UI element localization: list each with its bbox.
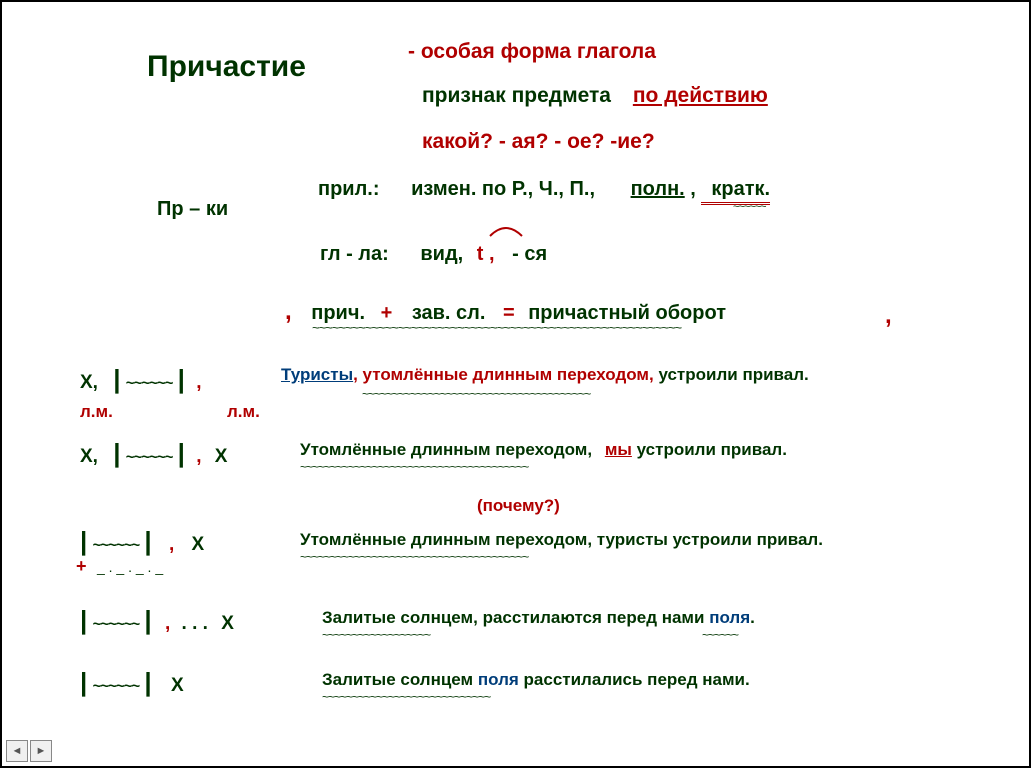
wavy-2: ~~~~~~~~~~~~~~~~~~~~~~~~~~~~~~~~~~~~~~ xyxy=(300,460,528,474)
s2-c: устроили привал. xyxy=(632,440,787,459)
turisty: Туристы xyxy=(281,365,353,384)
schema-1: X, | ~~~~~~ | , xyxy=(80,364,201,395)
nav-prev-button[interactable]: ◄ xyxy=(6,740,28,762)
bar: | xyxy=(178,438,185,468)
comma: , xyxy=(196,446,201,467)
comma: , xyxy=(169,534,174,555)
sya: - ся xyxy=(512,243,547,265)
comma-end: , xyxy=(885,302,892,330)
x: X xyxy=(221,613,234,634)
title: Причастие xyxy=(147,50,306,84)
poln-wavy: ~~~~~~ xyxy=(733,201,766,213)
priznak: признак предмета xyxy=(422,84,611,107)
s1-end: устроили привал. xyxy=(654,365,809,384)
bar: | xyxy=(144,605,151,635)
pr-ki-label: Пр – ки xyxy=(157,198,228,221)
plus-icon: + xyxy=(76,556,87,576)
bar: | xyxy=(80,605,87,635)
schema-2: X, | ~~~~~~ | , X xyxy=(80,438,227,469)
bar: | xyxy=(178,364,185,394)
comma: , xyxy=(285,298,292,325)
s4-d: . xyxy=(750,608,755,627)
comma: , xyxy=(165,613,170,634)
x: X, xyxy=(80,446,98,467)
wavy-5a: ~~~~~~~~~~~~~~~~~~~~~~~~~~~~ xyxy=(322,690,490,704)
schema-3b: + _ . _ . _ . _ xyxy=(76,556,163,577)
wave: ~~~~~~ xyxy=(93,537,140,554)
pril-label: прил.: xyxy=(318,178,380,200)
vid: вид, xyxy=(420,243,463,265)
t: t , xyxy=(477,243,495,265)
lm-2: л.м. xyxy=(227,402,260,422)
my: мы xyxy=(605,440,632,459)
s2-a: Утомлённые длинным переходом, xyxy=(300,440,592,459)
poln-comma: , xyxy=(690,178,696,200)
x: X xyxy=(171,675,184,696)
bar: | xyxy=(80,667,87,697)
wave: ~~~~~~ xyxy=(126,449,173,466)
bar: | xyxy=(144,526,151,556)
kratk: кратк. xyxy=(711,178,770,200)
s3-a: Утомлённые длинным переходом, туристы ус… xyxy=(300,530,823,549)
po-deystviyu: по действию xyxy=(633,84,768,107)
prich-wavy: ~~~~~~~~~~~~~~~~~~~~~~~~~~~~~~~~~~~~~~~~… xyxy=(312,320,681,335)
polya: поля xyxy=(478,670,519,689)
schema-4: | ~~~~~~ | , . . . X xyxy=(80,605,234,636)
nav-controls: ◄ ► xyxy=(6,740,52,762)
gl-label: гл - ла: xyxy=(320,243,389,265)
arc-over-t xyxy=(488,224,524,238)
s5-c: расстилались перед нами. xyxy=(519,670,750,689)
nav-next-button[interactable]: ► xyxy=(30,740,52,762)
lm-1: л.м. xyxy=(80,402,113,422)
gl-line: гл - ла: вид, t , - ся xyxy=(320,243,547,266)
sentence-3: Утомлённые длинным переходом, туристы ус… xyxy=(300,530,823,550)
sentence-2: Утомлённые длинным переходом, мы устроил… xyxy=(300,440,787,460)
poln: полн. xyxy=(631,178,685,200)
s4-b: расстилаются перед нами xyxy=(478,608,709,627)
x2: X xyxy=(215,446,228,467)
s4-a: Залитые солнцем, xyxy=(322,608,478,627)
sentence-5: Залитые солнцем поля расстилались перед … xyxy=(322,670,750,690)
wavy-4a: ~~~~~~~~~~~~~~~~~~ xyxy=(322,628,430,642)
schema-5: | ~~~~~~ | X xyxy=(80,667,184,698)
dashdot: _ . _ . _ . _ xyxy=(97,559,163,575)
wavy-1: ~~~~~~~~~~~~~~~~~~~~~~~~~~~~~~~~~~~~~~ xyxy=(362,387,590,401)
sentence-1: Туристы, утомлённые длинным переходом, у… xyxy=(281,365,809,385)
bar: | xyxy=(113,438,120,468)
schema-3: | ~~~~~~ | , X xyxy=(80,526,204,557)
sentence-4: Залитые солнцем, расстилаются перед нами… xyxy=(322,608,755,628)
wave: ~~~~~~ xyxy=(93,616,140,633)
s1-mid: , утомлённые длинным переходом, xyxy=(353,365,654,384)
x: X xyxy=(192,534,205,555)
wave: ~~~~~~ xyxy=(126,375,173,392)
dash: - xyxy=(408,40,415,63)
bar: | xyxy=(144,667,151,697)
pochemu: (почему?) xyxy=(477,496,560,516)
wavy-4b: ~~~~~~ xyxy=(702,628,738,642)
wavy-3: ~~~~~~~~~~~~~~~~~~~~~~~~~~~~~~~~~~~~~~ xyxy=(300,550,528,564)
wave: ~~~~~~ xyxy=(93,678,140,695)
s5-a: Залитые солнцем xyxy=(322,670,478,689)
definition-line1: - особая форма глагола xyxy=(408,40,656,64)
text: особая форма глагола xyxy=(421,40,656,63)
bar: | xyxy=(80,526,87,556)
pril-text: измен. по Р., Ч., П., xyxy=(411,178,595,200)
comma: , xyxy=(196,372,201,393)
definition-line2: признак предмета по действию xyxy=(422,84,768,108)
dots: . . . xyxy=(182,613,208,634)
x: X, xyxy=(80,372,98,393)
definition-line3: какой? - ая? - ое? -ие? xyxy=(422,130,655,154)
bar: | xyxy=(113,364,120,394)
polya: поля xyxy=(709,608,750,627)
pril-line: прил.: измен. по Р., Ч., П., полн. , кра… xyxy=(318,178,770,201)
